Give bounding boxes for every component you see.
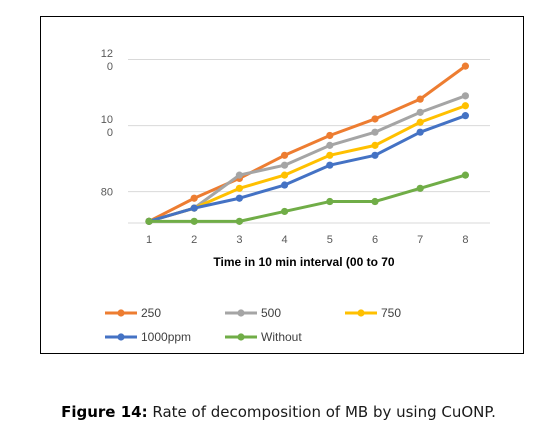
legend-label: 1000ppm [141, 330, 192, 344]
y-tick-label: 12 [101, 48, 113, 60]
data-point [416, 184, 424, 192]
x-tick-label: 1 [146, 234, 152, 246]
data-point [371, 128, 379, 136]
legend-label: 750 [381, 306, 402, 320]
series-without [145, 171, 469, 225]
data-point [416, 95, 424, 103]
data-point [371, 115, 379, 123]
data-point [461, 62, 469, 70]
data-point [461, 102, 469, 110]
series-line-750 [147, 104, 467, 223]
series-line-without [147, 173, 467, 223]
legend-swatch [105, 333, 137, 341]
x-axis-label: Time in 10 min interval (00 to 70 [213, 255, 395, 269]
data-point [371, 151, 379, 159]
series-line-1000ppm [147, 114, 467, 223]
data-point [145, 217, 153, 225]
data-point [281, 207, 289, 216]
data-point [371, 197, 379, 206]
figure-caption: Figure 14: Rate of decomposition of MB b… [0, 403, 557, 421]
data-point [235, 217, 243, 225]
legend-item-1000ppm: 1000ppm [103, 329, 191, 345]
legend-item-750: 750 [343, 305, 401, 321]
legend-item-500: 500 [223, 305, 281, 321]
data-point [326, 197, 334, 206]
series-line-250 [147, 64, 467, 223]
figure-label: Figure 14: [61, 403, 148, 421]
legend-item-250: 250 [103, 305, 161, 321]
data-point [281, 181, 289, 189]
data-point [326, 131, 334, 140]
y-tick-label: 0 [107, 127, 113, 139]
data-point [461, 171, 469, 179]
legend-swatch [225, 309, 257, 317]
legend: 250 500 750 1000ppm Without [103, 305, 503, 353]
series-1000ppm [145, 112, 469, 225]
data-point [461, 92, 469, 100]
data-point [371, 141, 379, 149]
data-point [235, 171, 243, 179]
series-line-500 [147, 94, 467, 223]
y-tick-label: 80 [101, 187, 113, 199]
legend-swatch [345, 309, 377, 317]
x-tick-label: 6 [372, 234, 378, 246]
data-point [326, 161, 334, 169]
data-point [281, 161, 289, 169]
x-tick-label: 3 [236, 234, 242, 246]
data-point [326, 141, 334, 149]
data-point [235, 194, 243, 202]
legend-swatch [105, 309, 137, 317]
caption-text: Rate of decomposition of MB by using CuO… [147, 403, 496, 421]
data-point [281, 171, 289, 179]
data-point [190, 194, 198, 202]
data-point [461, 112, 469, 120]
data-point [235, 184, 243, 192]
legend-item-without: Without [223, 329, 302, 345]
y-tick-label: 10 [101, 114, 113, 126]
legend-label: Without [261, 330, 302, 344]
data-point [416, 128, 424, 136]
data-point [190, 217, 198, 225]
x-tick-label: 8 [462, 234, 468, 246]
series-250 [145, 62, 469, 225]
x-tick-label: 2 [191, 234, 197, 246]
data-point [416, 118, 424, 126]
legend-label: 500 [261, 306, 282, 320]
x-tick-label: 4 [282, 234, 288, 246]
data-point [326, 151, 334, 159]
data-point [281, 151, 289, 159]
data-point [416, 108, 424, 116]
data-point [190, 204, 198, 212]
x-tick-label: 7 [417, 234, 423, 246]
y-tick-label: 0 [107, 61, 113, 73]
x-tick-label: 5 [327, 234, 333, 246]
legend-swatch [225, 333, 257, 341]
legend-label: 250 [141, 306, 162, 320]
